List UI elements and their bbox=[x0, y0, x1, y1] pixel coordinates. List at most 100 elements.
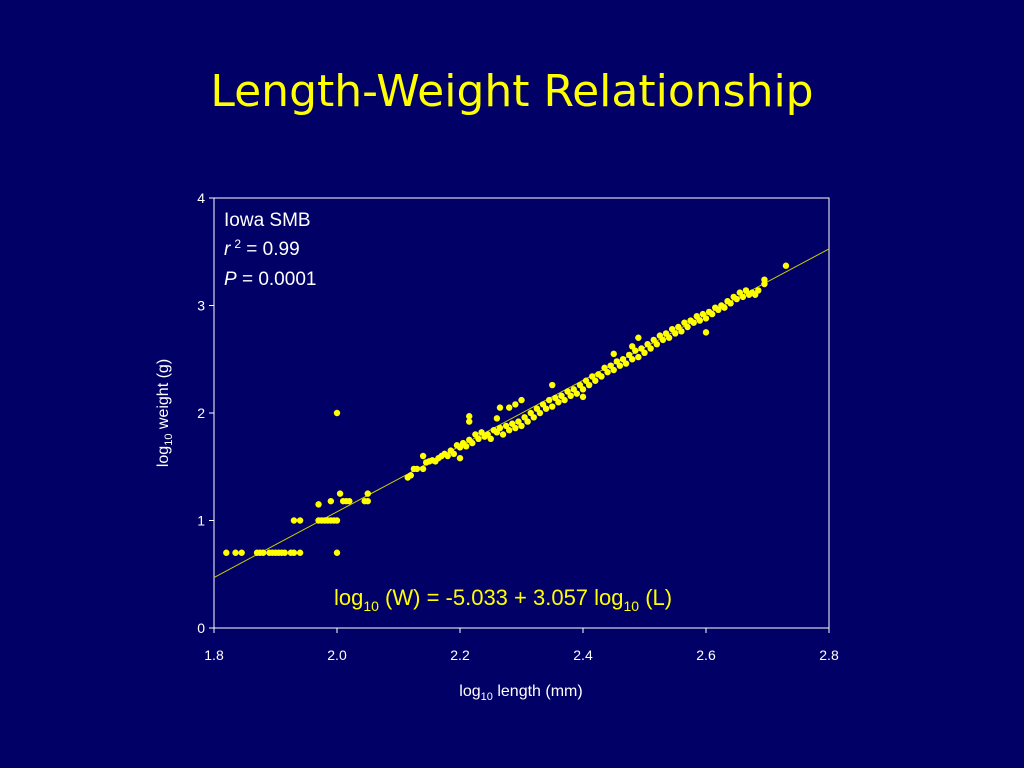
data-point bbox=[782, 262, 790, 269]
data-point bbox=[296, 549, 304, 556]
y-axis-title: log10 weight (g) bbox=[155, 359, 175, 467]
data-point bbox=[466, 418, 473, 425]
data-point bbox=[364, 490, 371, 497]
data-point bbox=[702, 329, 710, 336]
data-point bbox=[518, 422, 525, 430]
data-point bbox=[315, 501, 322, 508]
data-point bbox=[721, 304, 728, 311]
data-point bbox=[512, 424, 519, 432]
data-point bbox=[530, 414, 537, 421]
data-point bbox=[232, 549, 239, 556]
data-point bbox=[260, 549, 267, 556]
x-tick-label: 2.0 bbox=[327, 647, 347, 663]
x-axis-title: log10 length (mm) bbox=[459, 683, 582, 703]
data-point bbox=[281, 549, 288, 556]
x-tick-label: 2.2 bbox=[450, 647, 470, 663]
data-point bbox=[684, 323, 691, 331]
data-point bbox=[493, 415, 501, 422]
data-point bbox=[536, 409, 544, 417]
data-point bbox=[238, 549, 245, 556]
data-point bbox=[456, 454, 464, 462]
data-point bbox=[290, 549, 298, 556]
data-point bbox=[524, 418, 531, 425]
slide-title: Length-Weight Relationship bbox=[210, 66, 814, 117]
data-point bbox=[545, 396, 553, 404]
data-point bbox=[462, 443, 470, 450]
data-point bbox=[444, 452, 451, 460]
data-point bbox=[549, 381, 556, 389]
data-point bbox=[573, 390, 581, 397]
data-point bbox=[469, 439, 476, 447]
data-point bbox=[555, 399, 562, 406]
data-point bbox=[487, 435, 494, 442]
data-point bbox=[708, 310, 716, 318]
y-tick-label: 3 bbox=[197, 298, 205, 314]
y-tick-label: 4 bbox=[197, 190, 205, 206]
data-point bbox=[333, 549, 341, 556]
x-tick-label: 2.8 bbox=[819, 647, 839, 663]
data-point bbox=[616, 362, 624, 369]
data-point bbox=[336, 490, 344, 497]
data-point bbox=[333, 517, 341, 524]
data-point bbox=[598, 373, 605, 380]
data-point bbox=[407, 472, 414, 479]
p-value-label: P = 0.0001 bbox=[224, 269, 316, 290]
data-point bbox=[635, 353, 642, 361]
data-point bbox=[755, 287, 762, 294]
data-point bbox=[604, 368, 611, 376]
data-point bbox=[635, 334, 642, 341]
data-point bbox=[672, 330, 679, 337]
data-point bbox=[592, 377, 599, 384]
data-point bbox=[419, 465, 427, 473]
data-point bbox=[665, 334, 673, 341]
data-point bbox=[579, 386, 587, 393]
data-point bbox=[696, 317, 704, 324]
data-point bbox=[327, 497, 335, 505]
data-point bbox=[419, 452, 427, 460]
data-points bbox=[223, 262, 790, 556]
data-point bbox=[518, 396, 525, 404]
y-tick-label: 2 bbox=[197, 405, 205, 421]
data-point bbox=[610, 366, 617, 374]
data-point bbox=[333, 409, 341, 417]
data-point bbox=[727, 300, 734, 307]
data-point bbox=[629, 356, 636, 363]
data-point bbox=[632, 347, 639, 354]
data-point bbox=[579, 393, 587, 401]
data-point bbox=[475, 435, 482, 442]
data-point bbox=[290, 517, 298, 524]
data-point bbox=[567, 392, 574, 399]
data-point bbox=[733, 295, 740, 303]
regression-equation: log10 (W) = -5.033 + 3.057 log10 (L) bbox=[334, 585, 672, 614]
data-point bbox=[496, 404, 504, 411]
data-point bbox=[585, 381, 593, 389]
data-point bbox=[702, 315, 710, 322]
y-tick-label: 1 bbox=[197, 513, 205, 529]
data-point bbox=[499, 431, 507, 438]
data-point bbox=[466, 413, 473, 420]
data-point bbox=[346, 497, 353, 505]
axis-ticks: 1.8 2.0 2.2 2.4 2.6 2.8 0 1 2 3 4 bbox=[197, 190, 839, 663]
species-label: Iowa SMB bbox=[224, 210, 311, 231]
data-point bbox=[561, 396, 568, 404]
data-point bbox=[678, 328, 685, 335]
data-point bbox=[659, 336, 667, 344]
data-point bbox=[641, 349, 648, 356]
y-tick-label: 0 bbox=[197, 620, 205, 636]
data-point bbox=[653, 341, 660, 348]
data-point bbox=[739, 293, 747, 301]
x-tick-label: 2.4 bbox=[573, 647, 593, 663]
data-point bbox=[223, 549, 230, 556]
data-point bbox=[622, 360, 630, 367]
data-point bbox=[761, 276, 768, 283]
data-point bbox=[512, 401, 519, 408]
data-point bbox=[549, 403, 556, 410]
data-point bbox=[690, 319, 697, 326]
data-point bbox=[506, 427, 513, 434]
data-point bbox=[647, 345, 654, 352]
data-point bbox=[296, 517, 304, 524]
data-point bbox=[413, 465, 421, 473]
data-point bbox=[506, 404, 513, 411]
